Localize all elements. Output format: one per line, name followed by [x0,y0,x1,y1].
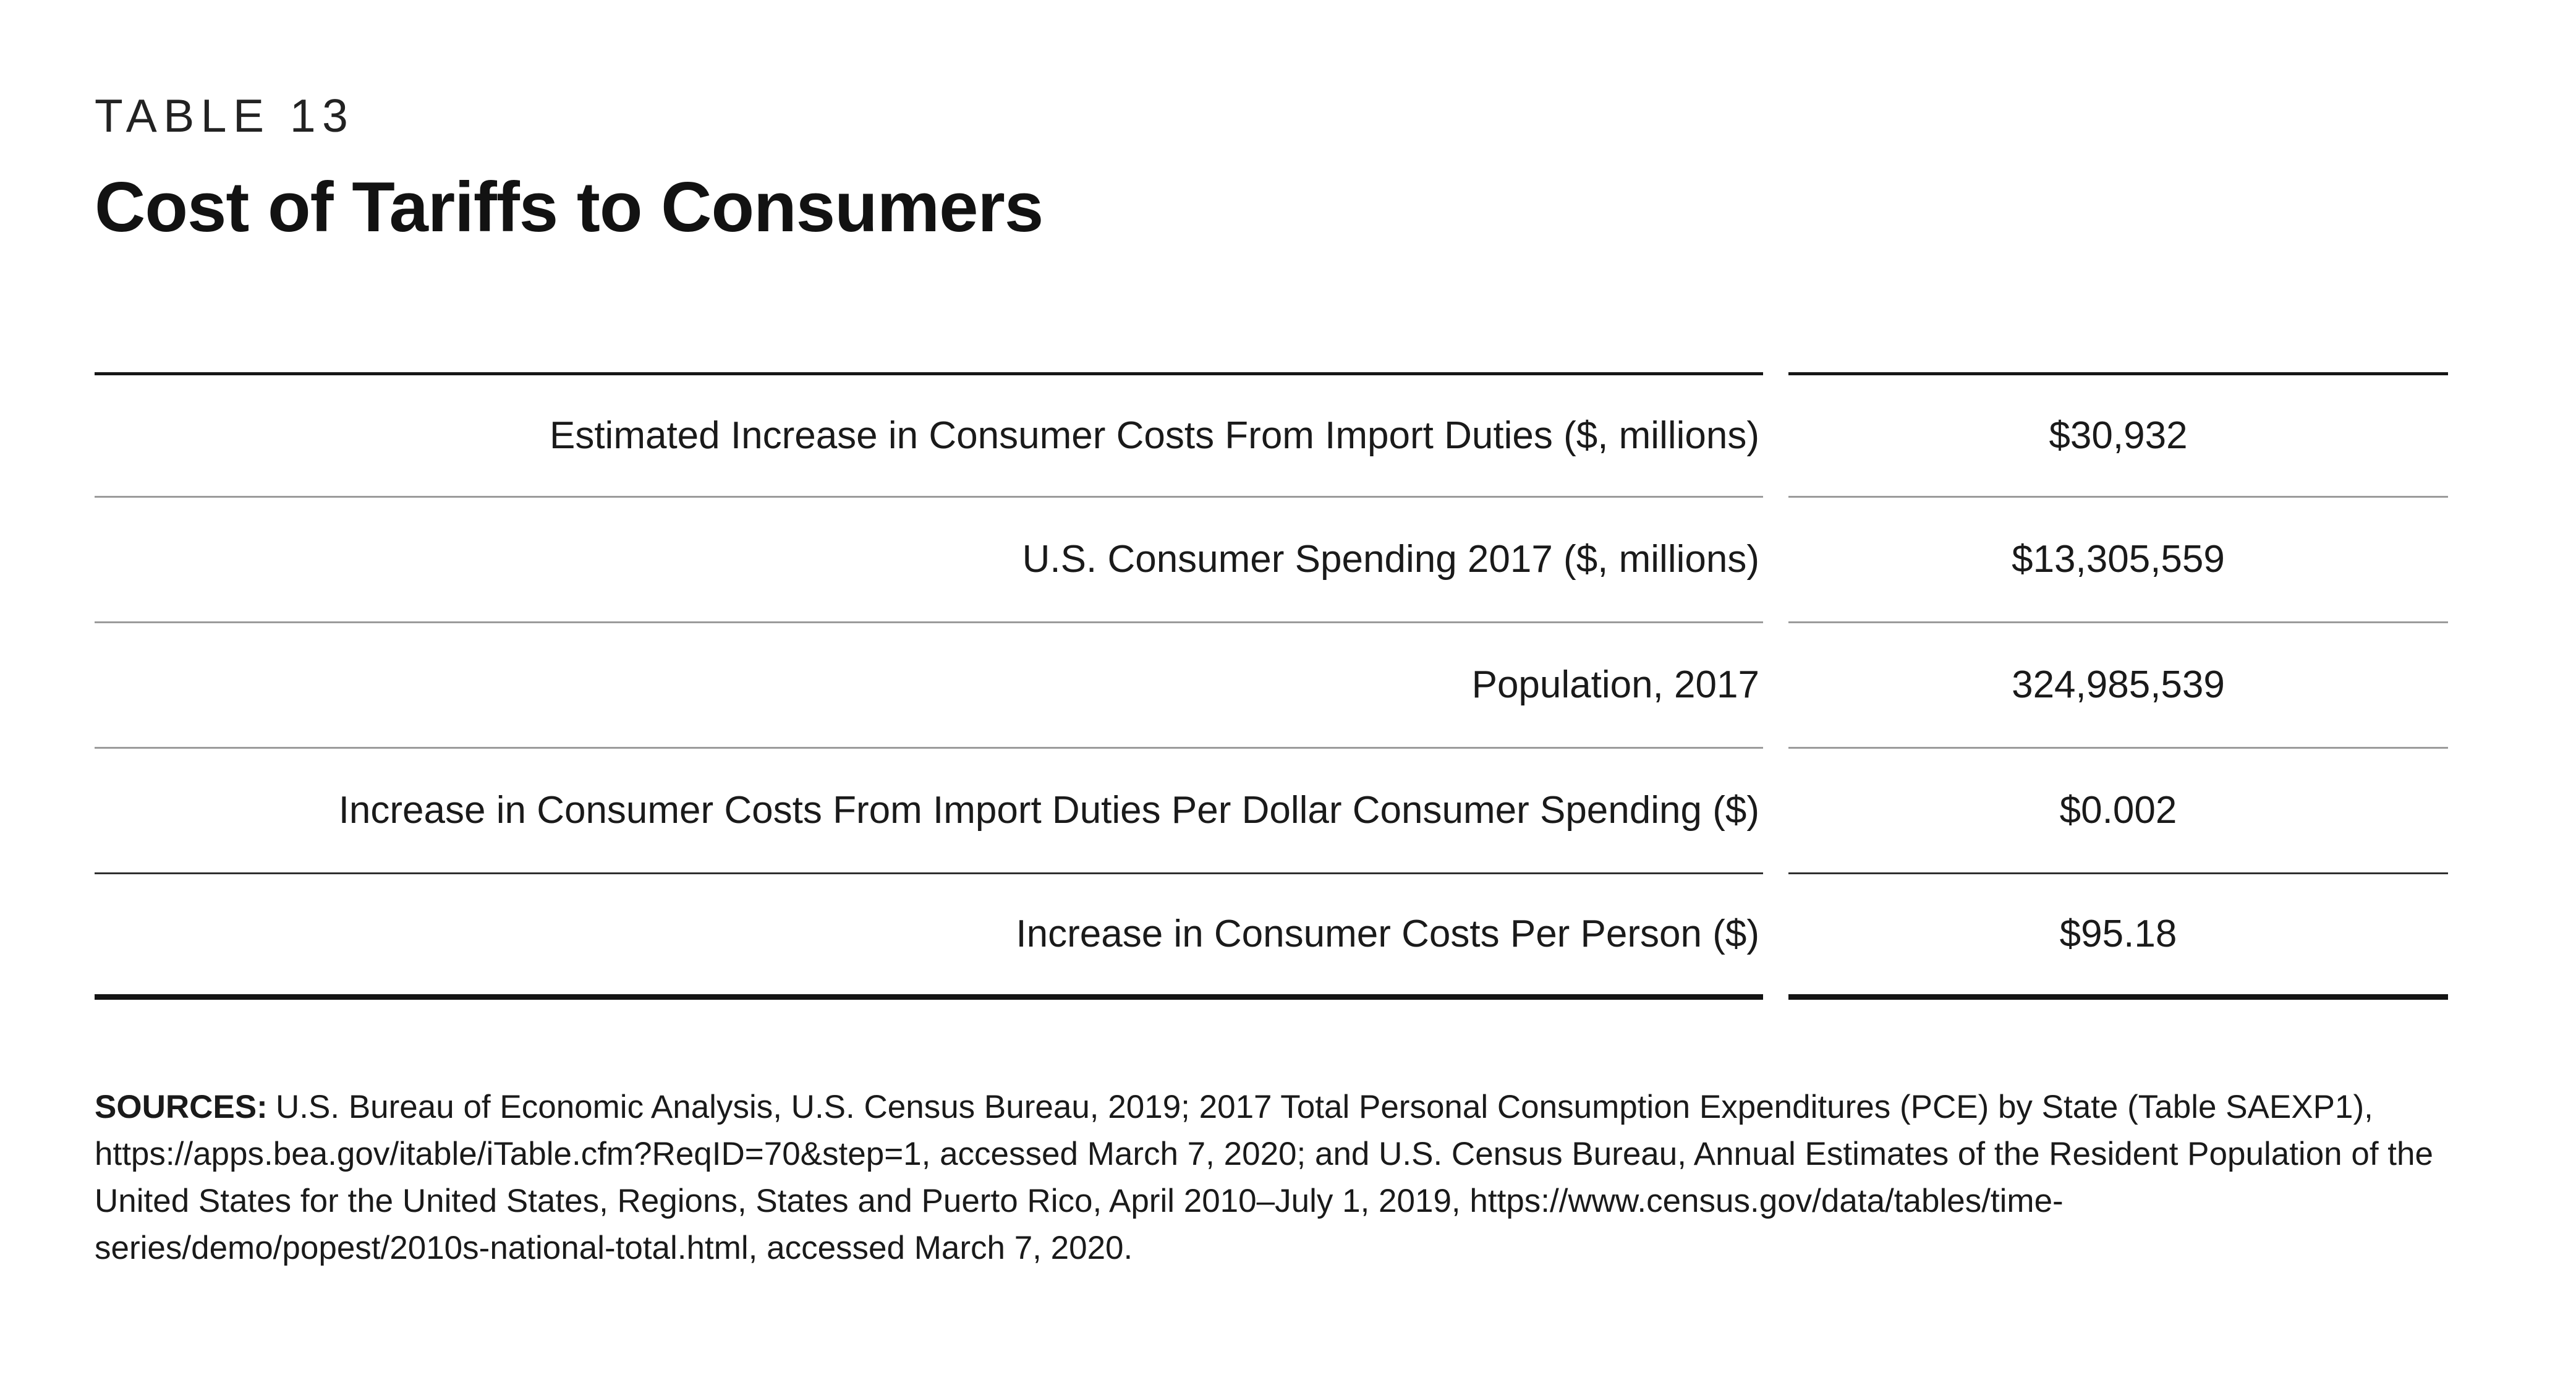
table-row: Estimated Increase in Consumer Costs Fro… [95,372,2448,498]
row-value: $95.18 [1788,874,2448,1000]
sources-text: U.S. Bureau of Economic Analysis, U.S. C… [95,1088,2433,1266]
row-label: Population, 2017 [95,623,1763,749]
row-label: Increase in Consumer Costs From Import D… [95,749,1763,874]
column-gap [1763,749,1788,874]
column-gap [1763,498,1788,623]
row-value: 324,985,539 [1788,623,2448,749]
page-title: Cost of Tariffs to Consumers [95,168,1044,247]
cost-of-tariffs-table: Estimated Increase in Consumer Costs Fro… [95,372,2448,1000]
table-row: Increase in Consumer Costs From Import D… [95,749,2448,874]
table-row: Increase in Consumer Costs Per Person ($… [95,874,2448,1000]
row-value: $13,305,559 [1788,498,2448,623]
row-label: U.S. Consumer Spending 2017 ($, millions… [95,498,1763,623]
column-gap [1763,372,1788,498]
row-label: Estimated Increase in Consumer Costs Fro… [95,372,1763,498]
table-row: Population, 2017 324,985,539 [95,623,2448,749]
row-value: $0.002 [1788,749,2448,874]
sources-note: SOURCES: U.S. Bureau of Economic Analysis… [95,1084,2448,1272]
column-gap [1763,874,1788,1000]
table-number-label: TABLE 13 [95,90,355,142]
sources-label: SOURCES: [95,1088,268,1125]
row-label: Increase in Consumer Costs Per Person ($… [95,874,1763,1000]
row-value: $30,932 [1788,372,2448,498]
column-gap [1763,623,1788,749]
table-row: U.S. Consumer Spending 2017 ($, millions… [95,498,2448,623]
